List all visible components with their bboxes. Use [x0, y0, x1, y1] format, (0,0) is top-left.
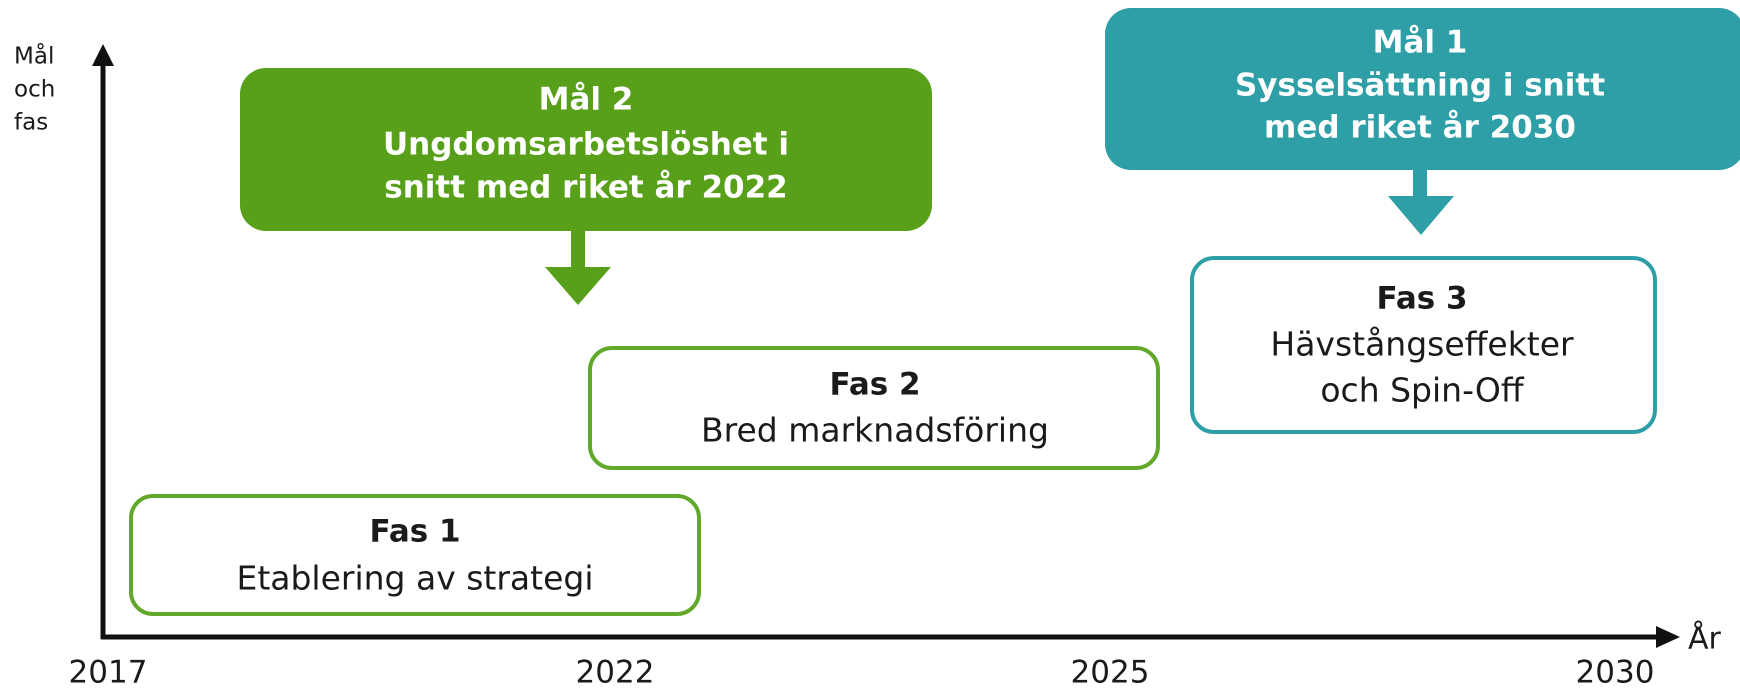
goal-title: Mål 2 [539, 82, 634, 118]
goal-line: Sysselsättning i snitt [1235, 68, 1605, 104]
phase-line: Etablering av strategi [236, 559, 593, 598]
goal-title: Mål 1 [1373, 25, 1468, 61]
year-label: 2025 [1071, 655, 1150, 691]
y-axis-arrow [92, 44, 114, 66]
year-label: 2017 [69, 655, 148, 691]
goal-line: med riket år 2030 [1264, 110, 1576, 146]
phase-line: Hävstångseffekter [1270, 325, 1574, 364]
goal-line: snitt med riket år 2022 [384, 170, 788, 206]
goal-box [240, 68, 932, 231]
goal-arrow [571, 229, 585, 269]
goal-arrow [1413, 168, 1427, 198]
year-label: 2022 [576, 655, 655, 691]
phase-box [1190, 256, 1657, 434]
year-label: 2030 [1576, 655, 1655, 691]
x-axis-arrow [1656, 626, 1680, 648]
goal-arrow [1388, 196, 1454, 235]
phase-line: Bred marknadsföring [701, 411, 1049, 450]
phase-title: Fas 2 [829, 367, 920, 403]
phase-title: Fas 3 [1376, 281, 1467, 317]
y-axis-label: fas [14, 110, 48, 136]
phase-box [588, 346, 1160, 470]
goal-box [1105, 8, 1740, 170]
y-axis-label: Mål [14, 42, 54, 70]
x-axis-label: År [1688, 621, 1722, 657]
goal-arrow [545, 267, 611, 305]
phase-box [129, 494, 701, 616]
y-axis-label: och [14, 77, 55, 103]
phase-line: och Spin-Off [1320, 371, 1525, 410]
goal-line: Ungdomsarbetslöshet i [383, 127, 789, 163]
phase-title: Fas 1 [369, 514, 460, 550]
